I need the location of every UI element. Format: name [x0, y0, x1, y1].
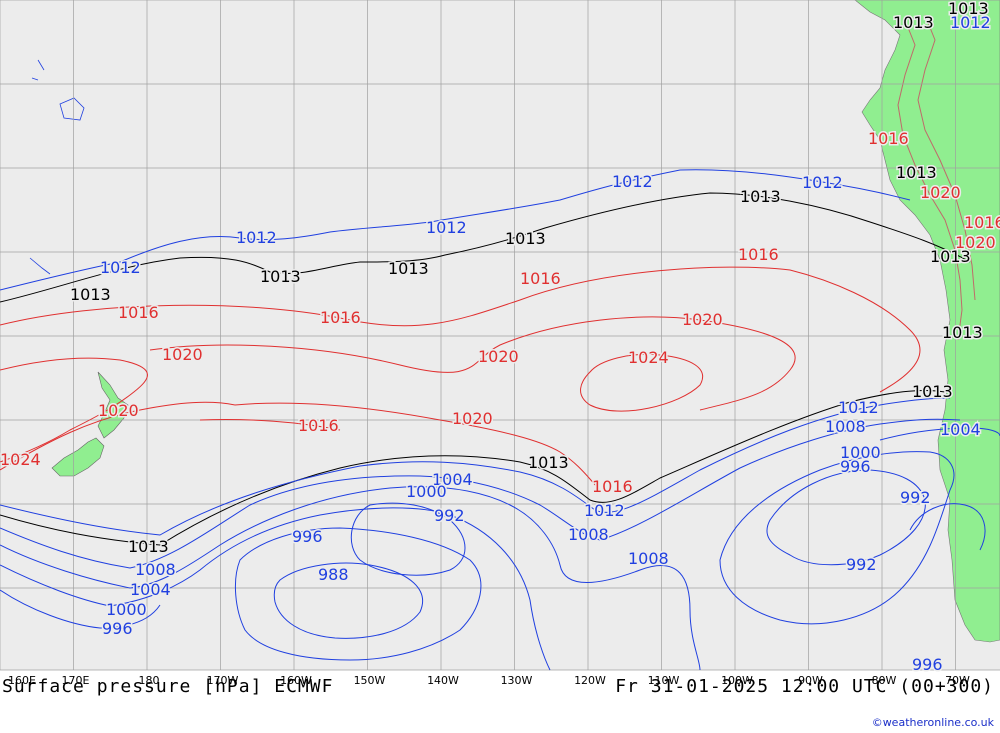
- isobars-normal: [0, 192, 971, 546]
- isobar-label-1000: 1000: [406, 482, 447, 501]
- isobar-label-1013: 1013: [912, 382, 953, 401]
- isobar-label-1013: 1013: [505, 229, 546, 248]
- isobar-label-1013: 1013: [528, 453, 569, 472]
- isobar-label-1012: 1012: [838, 398, 879, 417]
- pacific-islands: [29, 59, 85, 275]
- isobar-label-1013: 1013: [260, 267, 301, 286]
- longitude-label: 150W: [354, 674, 386, 687]
- isobar-label-1013: 1013: [896, 163, 937, 182]
- isobar-label-1016: 1016: [520, 269, 561, 288]
- isobar-label-996: 996: [102, 619, 133, 638]
- valid-time: Fr 31-01-2025 12:00 UTC (00+300): [615, 676, 994, 697]
- isobar-label-992: 992: [846, 555, 877, 574]
- isobar-label-1020: 1020: [478, 347, 519, 366]
- isobar-label-1004: 1004: [940, 420, 981, 439]
- isobar-label-1012: 1012: [426, 218, 467, 237]
- isobar-label-1020: 1020: [162, 345, 203, 364]
- isobar-label-1012: 1012: [612, 172, 653, 191]
- longitude-label: 140W: [427, 674, 459, 687]
- longitude-label: 80W: [872, 674, 897, 687]
- andes-terrain: [897, 14, 976, 341]
- longitude-label: 100W: [721, 674, 753, 687]
- lat-lon-grid: [0, 0, 1000, 671]
- isobar-label-992: 992: [900, 488, 931, 507]
- isobar-label-1016: 1016: [298, 416, 339, 435]
- isobar-label-1013: 1013: [942, 323, 983, 342]
- isobar-label-1013: 1013: [128, 537, 169, 556]
- longitude-label: 70W: [945, 674, 970, 687]
- isobar-label-988: 988: [318, 565, 349, 584]
- longitude-label: 170E: [62, 674, 90, 687]
- isobar-label-1020: 1020: [920, 183, 961, 202]
- isobar-labels: 1013 1013 1013 1013 1013 1013 1013 1013 1013 1013…: [0, 0, 1000, 676]
- isobar-label-1008: 1008: [825, 417, 866, 436]
- credit-link[interactable]: ©weatheronline.co.uk: [871, 716, 994, 729]
- isobar-label-996: 996: [292, 527, 323, 546]
- isobar-label-996: 996: [912, 655, 943, 674]
- longitude-label: 90W: [798, 674, 823, 687]
- isobar-label-1016: 1016: [964, 213, 1000, 232]
- isobar-label-1024: 1024: [628, 348, 669, 367]
- ocean-background: [0, 0, 1000, 670]
- longitude-label: 160E: [8, 674, 36, 687]
- isobar-label-1008: 1008: [628, 549, 669, 568]
- isobar-label-1013: 1013: [388, 259, 429, 278]
- map-title: Surface pressure [hPa] ECMWF: [2, 676, 334, 697]
- isobar-label-1008: 1008: [568, 525, 609, 544]
- isobar-label-1016: 1016: [118, 303, 159, 322]
- longitude-label: 130W: [501, 674, 533, 687]
- isobar-label-1020: 1020: [452, 409, 493, 428]
- longitude-label: 110W: [648, 674, 680, 687]
- isobar-label-1020: 1020: [98, 401, 139, 420]
- land-south-america: [854, 0, 1000, 643]
- isobar-label-1020: 1020: [682, 310, 723, 329]
- isobar-label-992: 992: [434, 506, 465, 525]
- isobar-label-1012: 1012: [950, 13, 991, 32]
- longitude-labels: 160E 170E 180 170W 160W 150W 140W 130W 120W 110W 1…: [8, 674, 970, 687]
- isobar-label-1020: 1020: [955, 233, 996, 252]
- isobar-label-1016: 1016: [592, 477, 633, 496]
- longitude-label: 170W: [207, 674, 239, 687]
- isobars-high: [0, 266, 921, 491]
- isobar-label-1012: 1012: [236, 228, 277, 247]
- isobar-label-1013: 1013: [893, 13, 934, 32]
- isobar-label-996: 996: [840, 457, 871, 476]
- isobar-label-1012: 1012: [802, 173, 843, 192]
- isobar-label-1024: 1024: [0, 450, 41, 469]
- longitude-label: 160W: [280, 674, 312, 687]
- isobar-label-1016: 1016: [320, 308, 361, 327]
- isobar-label-1004: 1004: [130, 580, 171, 599]
- isobar-label-1004: 1004: [432, 470, 473, 489]
- isobar-label-1013: 1013: [740, 187, 781, 206]
- isobar-label-1000: 1000: [106, 600, 147, 619]
- isobar-label-1012: 1012: [584, 501, 625, 520]
- isobar-label-1016: 1016: [868, 129, 909, 148]
- isobar-label-1012: 1012: [100, 258, 141, 277]
- longitude-label: 180: [139, 674, 160, 687]
- isobar-label-1008: 1008: [135, 560, 176, 579]
- isobar-label-1013: 1013: [70, 285, 111, 304]
- isobars-low: [0, 169, 1000, 671]
- isobar-label-1000: 1000: [840, 443, 881, 462]
- isobar-label-1013: 1013: [948, 0, 989, 18]
- isobar-label-1016: 1016: [738, 245, 779, 264]
- land-new-zealand: [51, 371, 129, 477]
- isobar-label-1013: 1013: [930, 247, 971, 266]
- longitude-label: 120W: [574, 674, 606, 687]
